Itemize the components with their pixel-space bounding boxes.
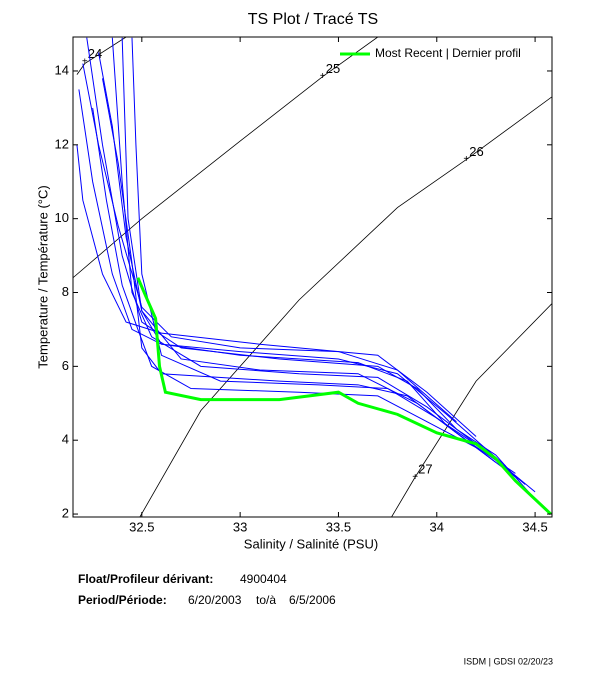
period-to: to/à [256, 593, 276, 607]
density-contour [76, 37, 127, 75]
contour-label: 25 [326, 61, 340, 76]
footer: ISDM | GDSI 02/20/23 [464, 656, 553, 666]
profile-line [76, 144, 477, 437]
x-axis-label: Salinity / Salinité (PSU) [244, 536, 378, 551]
profile-line [92, 107, 477, 449]
y-tick-label: 2 [62, 505, 69, 520]
recent-profile-line [136, 277, 552, 516]
x-tick-label: 34.5 [522, 519, 547, 534]
contour-marker: + [82, 56, 88, 67]
x-tick-label: 32.5 [129, 519, 154, 534]
contour-label: 24 [88, 46, 102, 61]
legend-label: Most Recent | Dernier profil [375, 46, 521, 60]
contour-label: 27 [418, 462, 432, 477]
profile-line [86, 37, 536, 500]
y-tick-label: 12 [55, 136, 69, 151]
profile-line [78, 89, 497, 463]
profile-line [121, 37, 506, 467]
y-tick-label: 4 [62, 432, 69, 447]
x-tick-label: 33.5 [326, 519, 351, 534]
float-id: 4900404 [240, 572, 287, 586]
contour-marker: + [320, 71, 326, 82]
x-tick-label: 33 [233, 519, 247, 534]
contour-marker: + [412, 472, 418, 483]
profile-line [131, 37, 536, 493]
plot-area: +24+25+26+27 [73, 37, 552, 517]
profile-line [82, 63, 457, 423]
period-label: Period/Période: [78, 593, 167, 607]
chart-title: TS Plot / Tracé TS [248, 11, 378, 28]
y-tick-label: 10 [55, 210, 69, 225]
y-tick-label: 14 [55, 62, 69, 77]
y-axis-label: Temperature / Température (°C) [35, 185, 50, 368]
y-tick-label: 6 [62, 358, 69, 373]
x-tick-label: 34 [430, 519, 444, 534]
float-label: Float/Profileur dérivant: [78, 572, 213, 586]
period-start: 6/20/2003 [188, 593, 242, 607]
contour-marker: + [463, 154, 469, 165]
density-contour [391, 303, 552, 517]
profile-line [111, 37, 526, 485]
period-end: 6/5/2006 [289, 593, 336, 607]
axes-box [72, 36, 553, 518]
density-contour [139, 96, 552, 517]
contour-label: 26 [469, 144, 483, 159]
y-tick-label: 8 [62, 284, 69, 299]
profile-line [102, 78, 516, 478]
